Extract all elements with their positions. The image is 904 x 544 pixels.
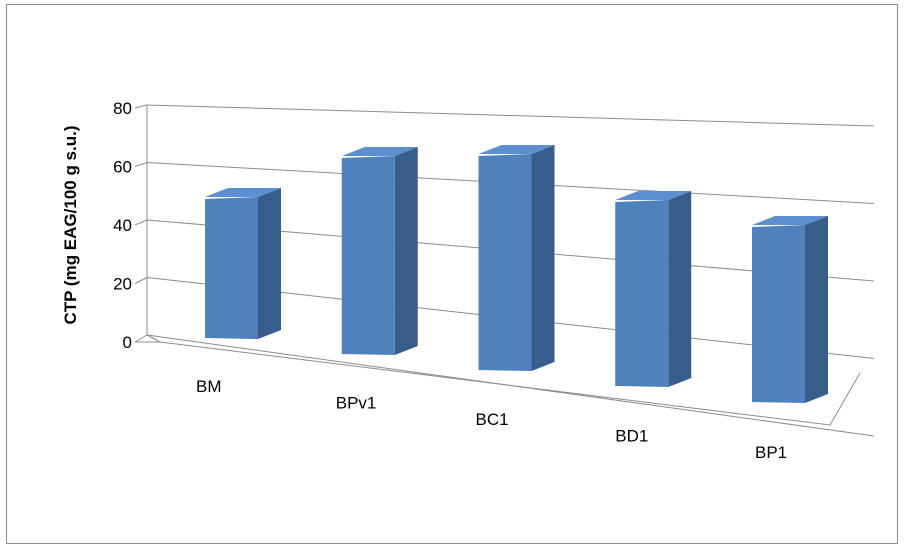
gridline-side [134,162,148,167]
bar-top [205,188,281,197]
x-category-label: BC1 [476,410,509,429]
bar-top [341,147,418,156]
gridline-side [134,104,148,109]
bar [478,154,532,372]
bar [205,197,258,340]
gridline-side [134,277,148,284]
x-category-label: BP1 [755,443,787,462]
gridline [146,104,875,127]
bar-side [668,191,692,388]
y-axis-label: CTP (mg EAG/100 g s.u.) [61,125,80,324]
bar-side [805,216,828,404]
bar-side [531,145,555,372]
chart-frame [6,4,898,544]
bar-top [615,191,692,200]
floor-outline [146,334,861,426]
x-category-label: BD1 [615,427,648,446]
bar-side [394,147,418,356]
bar [752,225,805,404]
x-category-labels: BM BPv1 BC1 BD1 BP1 [196,377,787,462]
x-category-label: BM [196,377,222,396]
y-tick-label: 60 [113,158,132,177]
bar-top [478,145,555,154]
bars-layer [205,145,828,404]
x-category-label: BPv1 [336,394,377,413]
gridline-side [134,219,148,226]
bar-side [258,188,281,340]
y-tick-label: 20 [113,275,132,294]
bar [615,200,669,388]
y-tick-label: 40 [113,216,132,235]
bar-top [752,216,828,225]
bar [341,156,395,356]
y-tick-label: 0 [123,333,132,352]
y-tick-labels: 0 20 40 60 80 [113,99,132,352]
y-tick-label: 80 [113,99,132,118]
gridline-side [134,334,148,343]
